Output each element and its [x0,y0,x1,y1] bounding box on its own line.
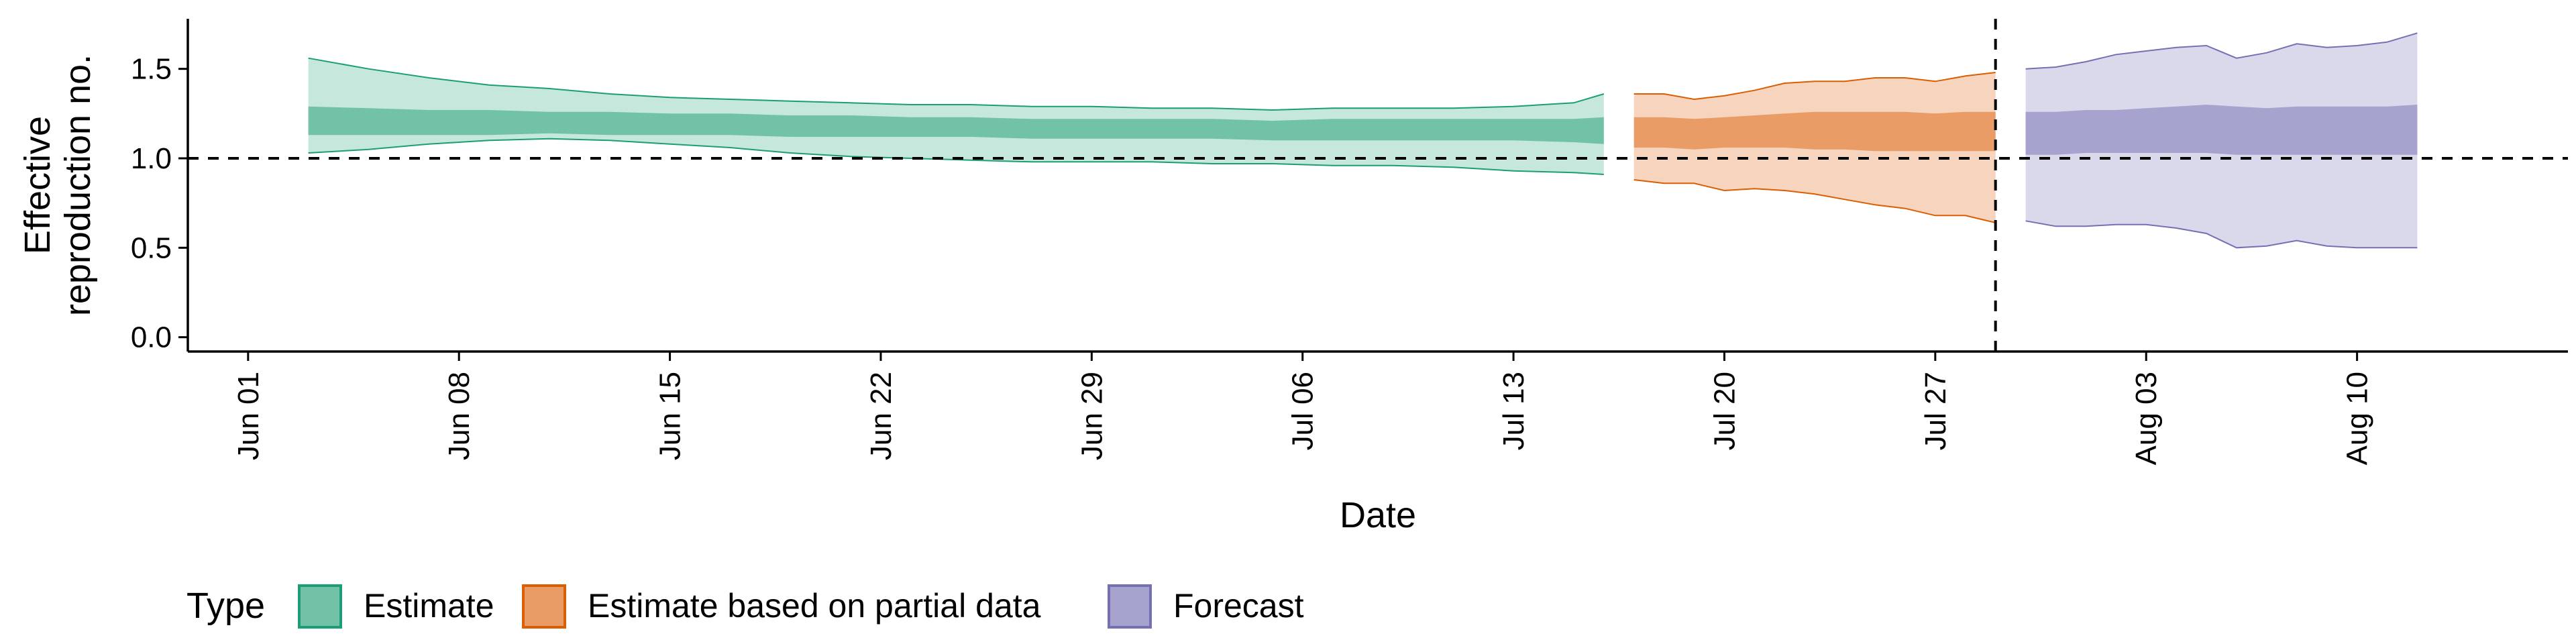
legend-title: Type [186,586,265,626]
y-axis-title: Effective reproduction no. [17,54,98,316]
band-50-series-2 [2025,105,2418,155]
x-tick-label: Jun 15 [654,372,687,460]
legend-swatch [1108,584,1152,629]
legend-label: Forecast [1173,587,1304,625]
x-tick-label: Jul 13 [1497,372,1530,450]
x-tick-label: Jul 27 [1919,372,1952,450]
band-90-series-0 [308,58,1604,174]
y-axis-title-line: Effective [17,116,58,254]
y-tick-label: 1.0 [131,142,172,175]
y-tick-label: 0.5 [131,231,172,264]
x-tick-label: Jun 01 [232,372,265,460]
lower-edge-series-1 [1633,179,1996,223]
band-50-series-1 [1633,111,1996,152]
x-axis-title: Date [1340,495,1416,535]
y-tick-label: 1.5 [131,53,172,86]
legend: Type Estimate Estimate based on partial da… [186,584,1304,629]
x-tick-label: Jul 20 [1708,372,1741,450]
upper-edge-series-0 [308,57,1605,111]
x-tick-label: Aug 10 [2341,372,2374,465]
x-tick-label: Jun 08 [443,372,476,460]
y-axis-title-line: reproduction no. [58,54,98,316]
series-1 [1633,72,1996,223]
y-tick-label: 0.0 [131,321,172,354]
lower-edge-series-0 [308,138,1604,175]
band-50-series-0 [308,106,1604,144]
legend-swatch [522,584,566,629]
x-tick-label: Aug 03 [2130,372,2163,465]
reference-lines [188,19,2568,352]
x-tick-label: Jun 22 [865,372,898,460]
axes: 0.0 0.5 1.0 1.5 Jun 01 Jun 08 Jun 15 Jun 22 Jun … [131,19,2568,465]
x-tick-label: Jul 06 [1287,372,1320,450]
series-0 [308,57,1605,175]
lower-edge-series-2 [2025,220,2418,249]
legend-swatch [298,584,342,629]
legend-label: Estimate [364,587,494,625]
legend-label: Estimate based on partial data [588,587,1041,625]
upper-edge-series-2 [2025,32,2418,70]
upper-edge-series-1 [1633,72,1996,101]
series-bands [308,32,2418,249]
series-2 [2025,32,2418,249]
x-tick-label: Jun 29 [1075,372,1108,460]
